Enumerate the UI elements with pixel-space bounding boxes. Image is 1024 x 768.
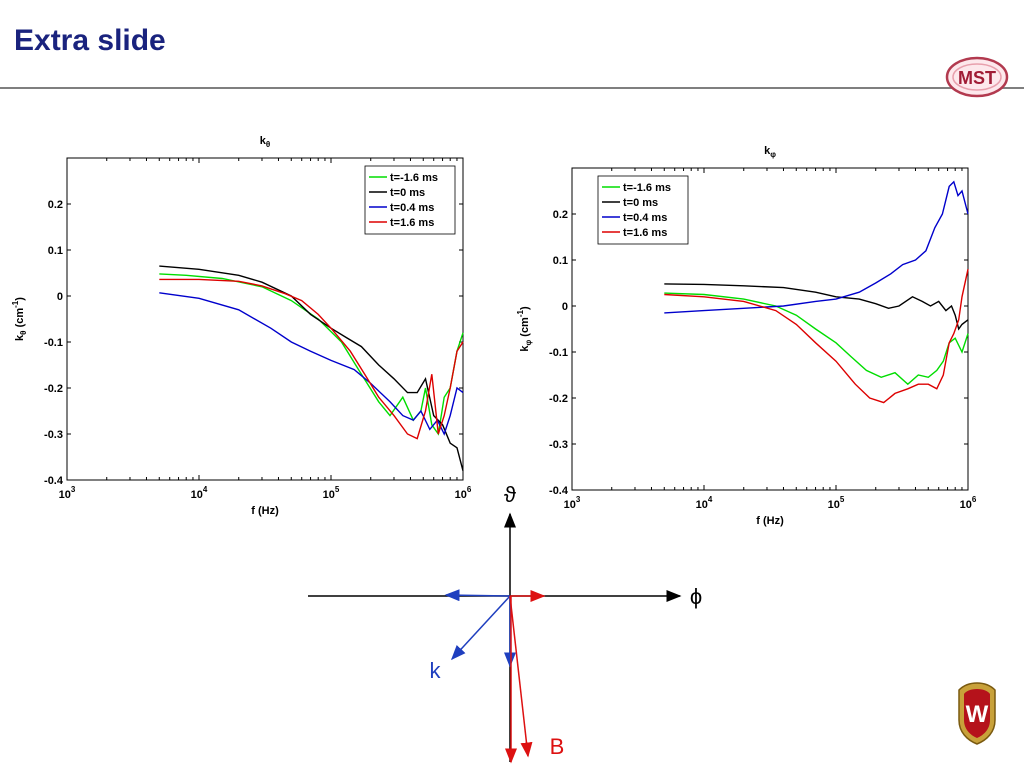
chart0-legend-label-2: t=0.4 ms [390,202,434,214]
chart1-ytick-label-0: 0.2 [553,209,568,221]
chart0-xtick-label-0: 103 [59,485,76,501]
chart0-ylabel: kθ (cm-1) [11,297,28,341]
chart1-legend-label-3: t=1.6 ms [623,227,667,239]
chart1-legend-label-2: t=0.4 ms [623,212,667,224]
k-vector-arrow [450,595,511,661]
chart1-ytick-label-6: -0.4 [549,485,569,497]
mst-logo-text: MST [958,68,996,88]
chart1-series-line-1 [664,283,969,331]
chart0-legend-label-3: t=1.6 ms [390,217,434,229]
chart0-xlabel: f (Hz) [251,505,279,517]
chart0-ytick-label-4: -0.2 [44,383,63,395]
chart0-xtick-label-1: 104 [191,485,208,501]
chart1-ytick-label-1: 0.1 [553,255,568,267]
chart1-series-line-3 [664,269,969,404]
chart0-series-line-0 [159,273,464,436]
phi-label: ϕ [690,584,702,609]
chart1-legend-label-1: t=0 ms [623,197,658,209]
chart1-ytick-label-4: -0.2 [549,393,568,405]
chart1-xtick-label-3: 106 [960,495,977,511]
slide-title: Extra slide [14,24,166,57]
chart0-series-line-3 [159,278,464,440]
vector-diagram: ϑ ϕ k B [308,482,702,764]
title-divider [0,87,1024,89]
chart1-xlabel: f (Hz) [756,515,784,527]
mst-logo: MST [945,56,1009,98]
chart0-legend-label-0: t=-1.6 ms [390,172,438,184]
chart0-ytick-label-6: -0.4 [44,475,64,487]
chart0-series-line-2 [159,292,464,436]
chart0-ytick-label-3: -0.1 [44,337,63,349]
chart1-ytick-label-5: -0.3 [549,439,568,451]
chart1-legend-label-0: t=-1.6 ms [623,182,671,194]
chart0-series-line-1 [159,265,464,471]
chart0-legend-label-1: t=0 ms [390,187,425,199]
chart0-ytick-label-5: -0.3 [44,429,63,441]
uw-crest-logo: W [958,682,996,745]
b-vector-arrow [509,595,533,758]
chart1-series-line-2 [664,180,969,314]
chart1-xtick-label-2: 105 [828,495,845,511]
chart1-ytick-label-3: -0.1 [549,347,568,359]
chart1-title: kφ [764,145,776,159]
theta-label: ϑ [504,482,516,507]
chart1-ylabel: kφ (cm-1) [516,306,533,352]
chart1-ytick-label-2: 0 [562,301,568,313]
k-phi-component-arrow [444,589,511,602]
chart0-ytick-label-2: 0 [57,291,63,303]
chart0-ytick-label-0: 0.2 [48,199,63,211]
chart0-title: kθ [260,135,270,149]
chart0-ytick-label-1: 0.1 [48,245,63,257]
uw-crest-letter: W [966,701,989,728]
b-label: B [550,734,565,759]
k-label: k [430,658,442,683]
